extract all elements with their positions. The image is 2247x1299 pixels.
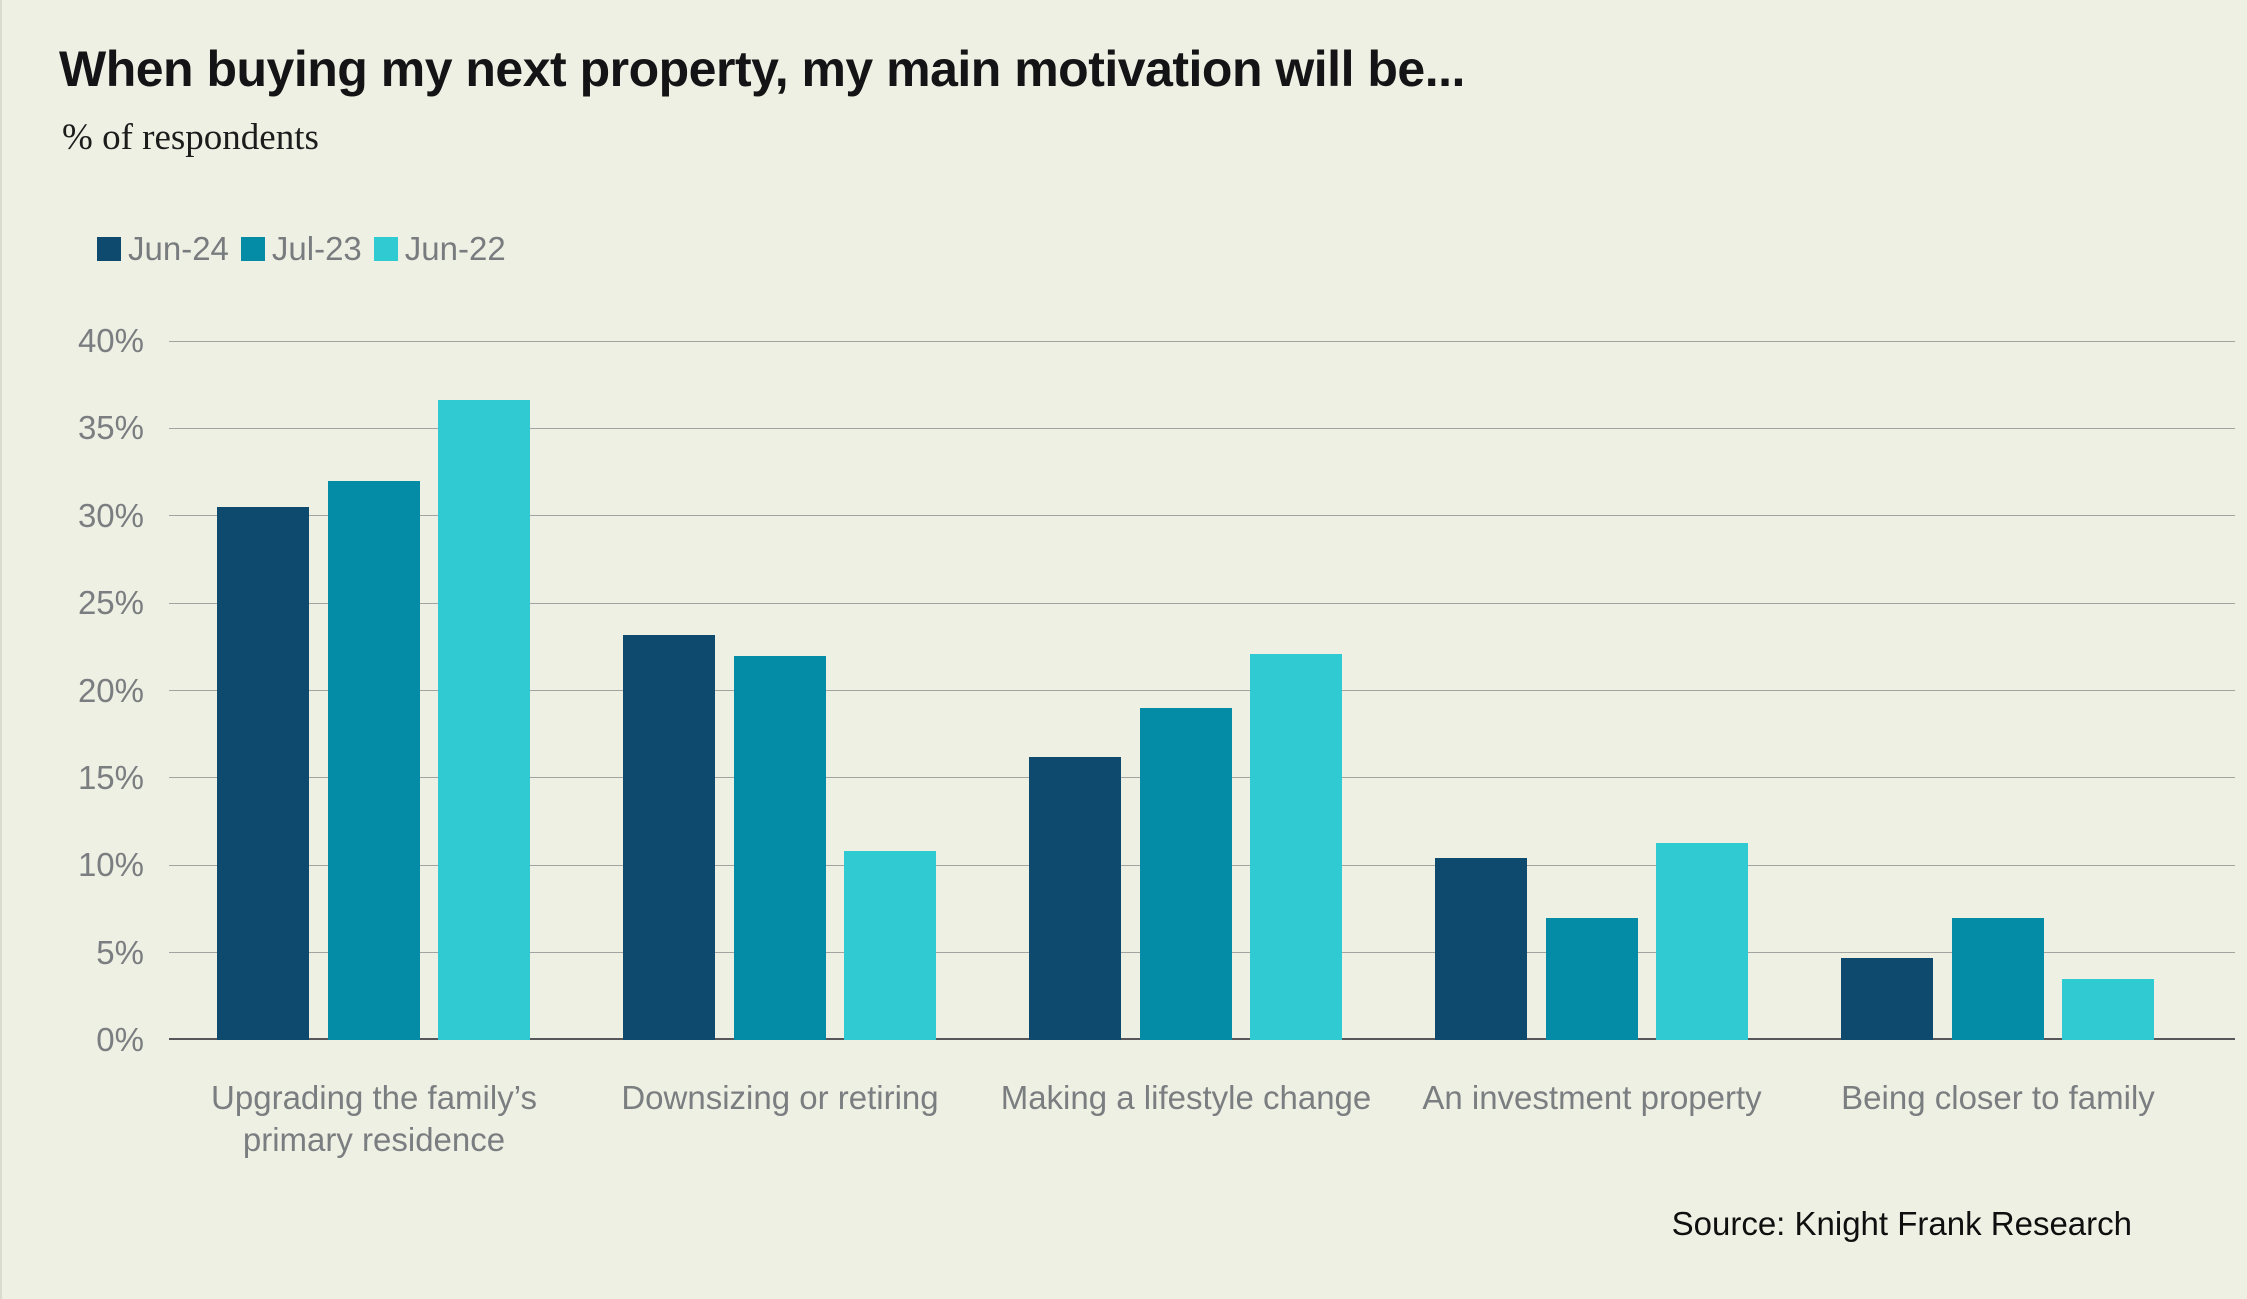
legend-label: Jul-23 (271, 230, 362, 267)
bar-jul-23-group5 (1952, 918, 2044, 1040)
legend-item-jun-22: Jun-22 (373, 230, 506, 268)
x-category-label: Downsizing or retiring (621, 1079, 939, 1116)
bar-jun-24-group5 (1841, 958, 1933, 1040)
y-tick-label: 0% (96, 1021, 144, 1058)
y-axis: 40% 35% 30% 25% 20% 15% 10% 5% 0% (2, 0, 144, 1299)
bar-jun-22-group3 (1250, 654, 1342, 1040)
x-category-label: Making a lifestyle change (1000, 1079, 1372, 1116)
bar-jun-24-group2 (623, 635, 715, 1040)
legend-label: Jun-22 (404, 230, 506, 267)
y-tick-label: 35% (77, 409, 144, 447)
legend-item-jun-24: Jun-24 (97, 230, 229, 268)
bar-jul-23-group4 (1546, 918, 1638, 1040)
y-tick-label: 40% (77, 322, 144, 359)
chart-subtitle: % of respondents (62, 117, 319, 158)
bar-jun-24-group3 (1029, 757, 1121, 1040)
bar-jul-23-group1 (328, 481, 420, 1040)
bar-jul-23-group2 (734, 656, 826, 1040)
bar-jun-22-group5 (2062, 979, 2154, 1040)
bar-jul-23-group3 (1140, 708, 1232, 1040)
bar-jun-24-group1 (217, 507, 309, 1040)
y-tick-label: 30% (77, 496, 144, 534)
x-category-label: Upgrading the family’s primary residence (211, 1079, 537, 1159)
y-tick-label: 25% (77, 584, 144, 622)
legend-swatch-icon (97, 237, 121, 261)
bar-jun-22-group4 (1656, 843, 1748, 1040)
x-category-label: An investment property (1422, 1079, 1762, 1116)
gridline (169, 515, 2235, 517)
legend: Jun-24 Jul-23 Jun-22 (97, 230, 518, 268)
x-category-label: Being closer to family (1841, 1079, 2155, 1116)
y-tick-label: 15% (77, 758, 144, 796)
bar-jun-22-group2 (844, 851, 936, 1040)
legend-label: Jun-24 (128, 230, 229, 267)
chart-title: When buying my next property, my main mo… (59, 41, 1465, 97)
bar-jun-24-group4 (1435, 858, 1527, 1040)
gridline (169, 690, 2235, 691)
y-tick-label: 10% (77, 846, 144, 884)
plot-area (169, 340, 2235, 1040)
source-credit: Source: Knight Frank Research (1671, 1205, 2132, 1242)
gridline (169, 602, 2235, 604)
gridline (169, 427, 2235, 429)
gridline (169, 340, 2235, 342)
legend-swatch-icon (240, 237, 265, 261)
y-tick-label: 5% (96, 933, 144, 971)
legend-item-jul-23: Jul-23 (240, 230, 362, 268)
bar-jun-22-group1 (438, 400, 530, 1040)
y-tick-label: 20% (77, 671, 144, 709)
legend-swatch-icon (373, 237, 398, 261)
